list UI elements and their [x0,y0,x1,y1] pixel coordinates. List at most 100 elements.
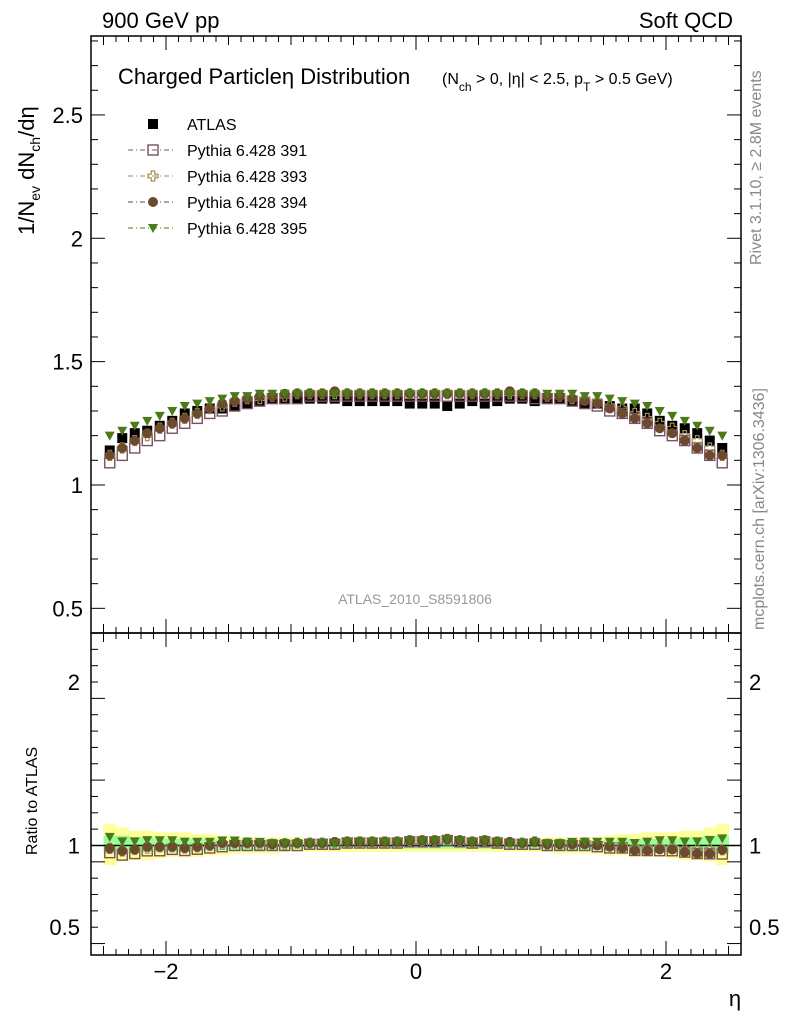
main-point-4 [567,389,578,399]
ratio-axis-ticks [91,632,741,955]
main-point-4 [529,389,540,399]
ratio-point-4 [629,838,640,848]
ratio-point-4 [154,836,165,846]
legend-label: Pythia 6.428 393 [187,169,307,186]
ratio-point-4 [667,836,678,846]
main-point-4 [654,406,665,416]
main-point-4 [142,416,153,426]
ratio-point-3 [142,841,153,852]
ratio-point-3 [667,844,678,855]
ratio-point-4 [129,837,140,847]
ratio-y-tick-labels: 0.5 0.5 1 1 2 2 [49,670,779,940]
main-point-3 [204,403,215,414]
ratio-y-tick-label-right: 1 [749,833,761,858]
header-category-label: Soft QCD [639,8,733,33]
ratio-point-4 [567,837,578,847]
main-y-tick-label: 1 [71,473,83,498]
main-point-3 [129,435,140,446]
main-point-3 [179,413,190,424]
ratio-y-tick-label-left: 1 [68,833,80,858]
main-point-4 [342,389,353,399]
ratio-point-4 [454,836,465,846]
ratio-point-4 [579,837,590,847]
main-point-0 [429,398,440,409]
ratio-point-4 [529,837,540,847]
main-point-4 [629,399,640,409]
ratio-panel: 0.5 0.5 1 1 2 2 −2 0 2 Ratio to ATLAS η [24,632,780,1011]
main-point-3 [654,423,665,434]
legend-marker [148,224,158,233]
main-point-4 [442,389,453,399]
main-point-4 [217,394,228,404]
main-point-4 [329,389,340,399]
ratio-point-4 [142,836,153,846]
ratio-point-3 [629,845,640,856]
ratio-point-4 [617,837,628,847]
ratio-y-axis-label: Ratio to ATLAS [24,747,41,855]
main-point-3 [167,418,178,429]
main-point-4 [717,431,728,441]
main-y-axis-label: 1/Nev dNch/dη [14,106,43,235]
main-point-4 [492,389,503,399]
ratio-y-tick-label-right: 0.5 [749,915,780,940]
ratio-point-3 [692,848,703,859]
main-point-3 [142,428,153,439]
main-point-4 [267,389,278,399]
main-point-3 [104,450,115,461]
ratio-y-tick-label-right: 2 [749,670,761,695]
ratio-point-4 [167,836,178,846]
x-tick-label: 0 [410,959,422,984]
mcplots-reference-label: mcplots.cern.ch [arXiv:1306.3436] [751,388,768,630]
ratio-point-4 [504,839,515,849]
main-point-3 [629,413,640,424]
main-point-4 [367,389,378,399]
ratio-point-4 [429,836,440,846]
ratio-point-3 [129,844,140,855]
main-y-tick-labels: 0.5 1 1.5 2 2.5 [52,103,83,621]
main-point-0 [117,433,128,444]
main-point-4 [592,392,603,402]
ratio-point-4 [517,839,528,849]
ratio-point-4 [242,837,253,847]
ratio-point-4 [279,839,290,849]
main-point-0 [704,435,715,446]
ratio-point-3 [192,841,203,852]
main-point-4 [642,402,653,412]
main-point-0 [454,398,465,409]
main-point-3 [154,423,165,434]
ratio-point-4 [717,834,728,844]
main-point-4 [417,389,428,399]
ratio-plot-frame [90,632,742,956]
main-panel: 0.5 1 1.5 2 2.5 1/Nev dNch/dη Charged Partic… [14,35,742,634]
main-point-4 [429,389,440,399]
ratio-point-4 [692,837,703,847]
main-data-points [104,386,728,469]
main-point-0 [129,428,140,439]
ratio-point-4 [492,837,503,847]
main-point-4 [504,389,515,399]
main-point-4 [129,421,140,431]
main-point-0 [529,396,540,407]
ratio-point-4 [317,839,328,849]
main-point-4 [679,416,690,426]
main-point-0 [692,428,703,439]
main-point-4 [204,397,215,407]
ratio-point-4 [217,836,228,846]
analysis-watermark: ATLAS_2010_S8591806 [338,591,492,607]
main-point-4 [304,389,315,399]
ratio-point-4 [554,839,565,849]
ratio-point-3 [179,843,190,854]
rivet-version-label: Rivet 3.1.10, ≥ 2.8M events [748,70,765,265]
main-point-4 [517,389,528,399]
ratio-point-3 [104,843,115,854]
ratio-point-4 [479,836,490,846]
main-point-4 [667,411,678,421]
main-point-0 [717,442,728,453]
main-point-4 [242,392,253,402]
ratio-point-4 [204,837,215,847]
x-tick-label: 2 [660,959,672,984]
main-point-4 [692,421,703,431]
ratio-point-3 [117,845,128,856]
chart-title-conditions: (Nch > 0, |η| < 2.5, pT > 0.5 GeV) [442,71,673,94]
main-point-4 [542,389,553,399]
